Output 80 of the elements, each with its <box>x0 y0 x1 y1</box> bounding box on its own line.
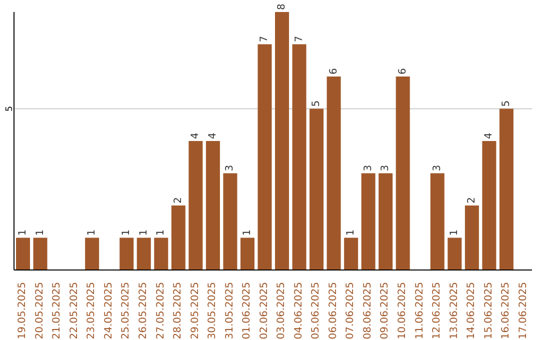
data-label: 1 <box>346 229 357 236</box>
data-label: 3 <box>432 164 443 172</box>
bar <box>258 44 272 270</box>
data-label: 7 <box>259 36 270 42</box>
data-label: 2 <box>172 197 184 204</box>
bar <box>16 238 30 270</box>
x-tick-label: 15.06.2025 <box>483 282 494 340</box>
data-label: 3 <box>224 164 236 172</box>
data-label: 1 <box>449 229 460 236</box>
data-label: 1 <box>156 229 167 236</box>
data-label: 8 <box>276 4 288 10</box>
bar <box>499 108 514 270</box>
x-tick-label: 28.05.2025 <box>172 282 184 340</box>
bar <box>344 238 358 270</box>
x-tick-label: 06.06.2025 <box>328 282 339 340</box>
data-label: 1 <box>86 229 98 236</box>
data-label: 1 <box>34 229 46 236</box>
bar <box>310 108 324 270</box>
bar <box>326 76 341 270</box>
data-label: 1 <box>242 229 253 236</box>
x-tick-label: 02.06.2025 <box>258 282 270 340</box>
x-tick-label: 12.06.2025 <box>432 282 443 340</box>
data-label: 4 <box>207 132 218 139</box>
x-tick-label: 11.06.2025 <box>414 282 426 340</box>
bar <box>120 238 134 270</box>
x-tick-label: 30.05.2025 <box>207 282 218 340</box>
bar <box>188 141 203 270</box>
x-tick-label: 07.06.2025 <box>345 282 356 340</box>
x-tick-label: 25.05.2025 <box>120 282 132 340</box>
data-label: 5 <box>311 100 322 107</box>
bar <box>464 206 479 270</box>
x-tick-label: 23.05.2025 <box>86 282 98 340</box>
x-tick-label: 03.06.2025 <box>276 282 288 340</box>
data-label: 1 <box>138 229 150 236</box>
x-tick-label: 14.06.2025 <box>466 282 478 340</box>
data-label: 4 <box>190 132 202 139</box>
x-tick-label: 24.05.2025 <box>103 282 114 340</box>
bar <box>275 12 289 270</box>
data-label: 7 <box>294 36 305 42</box>
x-tick-label: 08.06.2025 <box>362 282 374 340</box>
bar <box>136 238 151 270</box>
x-tick-label: 26.05.2025 <box>138 282 149 340</box>
data-label: 3 <box>380 164 392 172</box>
x-tick-label: 01.06.2025 <box>242 282 253 340</box>
bar <box>240 238 254 270</box>
bar <box>171 206 186 270</box>
bar <box>33 238 48 270</box>
bar <box>85 238 100 270</box>
x-tick-label: 20.05.2025 <box>34 282 46 340</box>
bar <box>448 238 462 270</box>
data-label: 2 <box>466 197 478 204</box>
data-label: 1 <box>18 229 28 236</box>
data-label: 3 <box>362 164 374 172</box>
x-tick-label: 09.06.2025 <box>380 282 391 340</box>
bar <box>430 173 444 270</box>
x-tick-label: 19.05.2025 <box>17 282 28 340</box>
x-tick-label: 13.06.2025 <box>448 282 460 340</box>
bar <box>361 173 376 270</box>
x-tick-label: 31.05.2025 <box>224 282 236 340</box>
x-tick-label: 21.05.2025 <box>52 282 63 340</box>
data-label: 6 <box>397 68 408 74</box>
bar <box>223 173 238 270</box>
bar <box>482 141 496 270</box>
data-label: 6 <box>328 68 340 74</box>
data-label: 1 <box>121 229 132 236</box>
x-tick-label: 29.05.2025 <box>190 282 201 340</box>
x-tick-label: 05.06.2025 <box>310 282 322 340</box>
bar <box>292 44 306 270</box>
bar <box>206 141 220 270</box>
bar <box>396 76 410 270</box>
bar <box>378 173 393 270</box>
x-tick-label: 16.06.2025 <box>500 282 512 340</box>
x-tick-label: 10.06.2025 <box>397 282 408 340</box>
x-tick-label: 22.05.2025 <box>68 282 80 340</box>
x-tick-label: 27.05.2025 <box>155 282 166 340</box>
data-label: 5 <box>500 100 512 107</box>
bar <box>154 238 168 270</box>
x-tick-label: 04.06.2025 <box>293 282 304 340</box>
x-tick-label: 17.06.2025 <box>518 282 529 340</box>
data-label: 4 <box>484 132 495 139</box>
